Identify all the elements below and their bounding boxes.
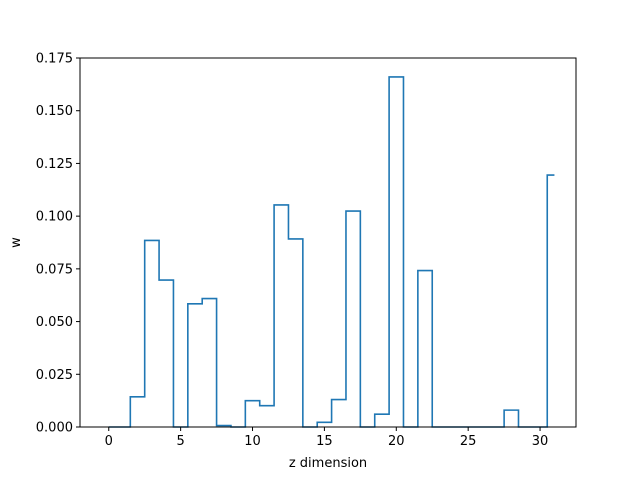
x-axis-ticks: 0 5 10 15 20 25 30: [105, 427, 549, 449]
y-tick-label: 0.025: [36, 368, 73, 383]
y-tick-label: 0.050: [36, 315, 73, 330]
y-tick-label: 0.125: [36, 157, 73, 172]
y-tick-label: 0.150: [36, 104, 73, 119]
x-tick-label: 20: [388, 434, 405, 449]
x-tick-label: 5: [176, 434, 184, 449]
y-tick-label: 0.075: [36, 262, 73, 277]
x-tick-label: 0: [105, 434, 113, 449]
x-axis-label: z dimension: [289, 456, 367, 471]
x-tick-label: 10: [244, 434, 261, 449]
plot-frame: [79, 57, 577, 428]
y-tick-label: 0.175: [36, 52, 73, 67]
y-tick-label: 0.100: [36, 210, 73, 225]
x-tick-label: 15: [316, 434, 333, 449]
series-line: [108, 76, 555, 428]
plot-layer: [108, 76, 555, 428]
x-tick-label: 30: [532, 434, 549, 449]
y-axis-ticks: 0.000 0.025 0.050 0.075 0.100 0.125 0.150 0.175: [36, 52, 80, 436]
y-axis-label: w: [9, 237, 24, 248]
x-tick-label: 25: [460, 434, 477, 449]
y-tick-label: 0.000: [36, 421, 73, 436]
